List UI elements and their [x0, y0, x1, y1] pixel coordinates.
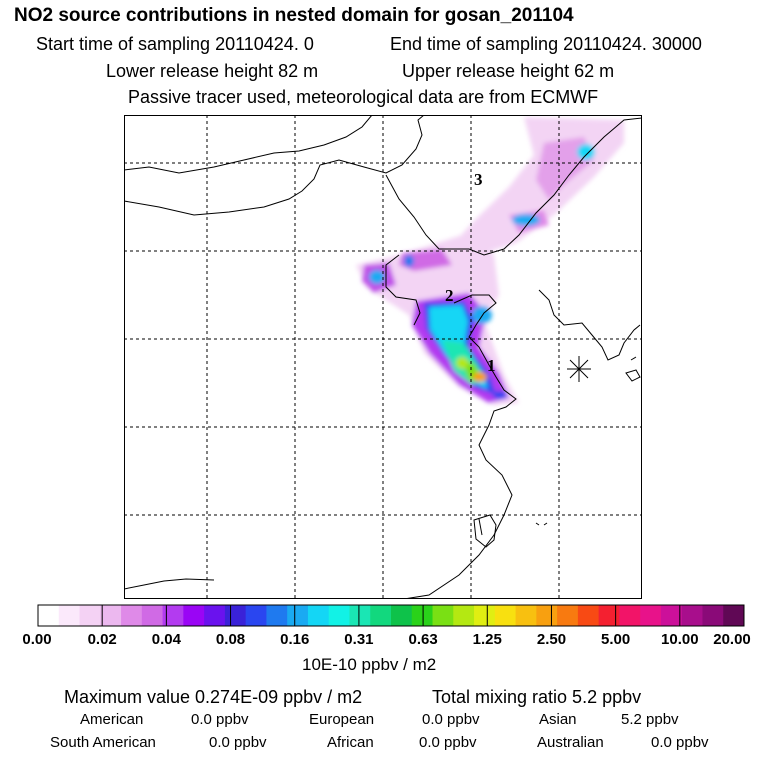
- region-value-european: 0.0 ppbv: [422, 711, 480, 728]
- colorbar-swatch: [391, 605, 413, 626]
- lat-lon-grid: [124, 115, 642, 599]
- colorbar-tick-label: 0.16: [280, 631, 310, 648]
- region-value-asian: 5.2 ppbv: [621, 711, 679, 728]
- region-name-south-american: South American: [50, 734, 156, 751]
- colorbar-swatch: [287, 605, 309, 626]
- colorbar-swatch: [536, 605, 558, 626]
- colorbar-swatch: [598, 605, 620, 626]
- region-name-african: African: [327, 734, 374, 751]
- total-mixing-ratio: Total mixing ratio 5.2 ppbv: [432, 687, 642, 707]
- colorbar-swatch: [100, 605, 122, 626]
- colorbar-tick-label: 0.31: [344, 631, 374, 648]
- region-value-african: 0.0 ppbv: [419, 734, 477, 751]
- upper-release-label: Upper release height 62 m: [402, 61, 615, 81]
- colorbar-swatch: [432, 605, 454, 626]
- region-name-european: European: [309, 711, 375, 728]
- colorbar-swatch: [660, 605, 683, 626]
- colorbar-swatch: [79, 605, 101, 626]
- map-frame: [124, 115, 642, 599]
- colorbar-frame: [37, 604, 745, 627]
- colorbar-swatch: [577, 605, 600, 626]
- colorbar-swatch: [58, 605, 80, 626]
- region-value-australian: 0.0 ppbv: [651, 734, 709, 751]
- colorbar-tick-label: 0.00: [22, 631, 52, 648]
- lower-release-label: Lower release height 82 m: [106, 61, 319, 81]
- region-value-south-american: 0.0 ppbv: [209, 734, 267, 751]
- source-label-1: 1: [487, 356, 496, 375]
- colorbar-swatch: [723, 605, 745, 626]
- colorbar-swatch: [474, 605, 496, 626]
- colorbar-swatch: [141, 605, 163, 626]
- colorbar-swatch: [266, 605, 288, 626]
- colorbar-swatch: [453, 605, 475, 626]
- colorbar-swatch: [494, 605, 516, 626]
- region-name-american: American: [80, 711, 144, 728]
- colorbar-swatch: [349, 605, 371, 626]
- region-name-australian: Australian: [537, 734, 604, 751]
- start-time-label: Start time of sampling 20110424. 0: [36, 34, 314, 54]
- colorbar-swatch: [307, 605, 330, 626]
- map-panel: 1 2 3: [124, 115, 642, 599]
- colorbar-swatch: [162, 605, 184, 626]
- colorbar-tick-label: 0.08: [215, 631, 246, 648]
- region-value-american: 0.0 ppbv: [191, 711, 249, 728]
- source-label-3: 3: [474, 170, 483, 189]
- colorbar-swatch: [245, 605, 267, 626]
- colorbar-tick-label: 0.04: [151, 631, 181, 648]
- colorbar-swatch: [183, 605, 205, 626]
- end-time-label: End time of sampling 20110424. 30000: [390, 34, 702, 54]
- colorbar-swatch: [370, 605, 392, 626]
- colorbar-units: 10E-10 ppbv / m2: [302, 655, 437, 674]
- colorbar-swatch: [640, 605, 662, 626]
- station-star-icon: [567, 356, 591, 382]
- colorbar-swatch: [515, 605, 537, 626]
- colorbar-swatch: [328, 605, 350, 626]
- colorbar-tick-label: 1.25: [472, 631, 502, 648]
- colorbar-swatch: [681, 605, 703, 626]
- colorbar-swatch: [204, 605, 226, 626]
- coastlines: [124, 115, 642, 599]
- plot-title: NO2 source contributions in nested domai…: [14, 5, 574, 26]
- source-label-2: 2: [445, 286, 454, 305]
- maximum-value: Maximum value 0.274E-09 ppbv / m2: [64, 687, 363, 707]
- colorbar-tick-label: 20.00: [713, 631, 751, 648]
- colorbar: [37, 604, 745, 627]
- colorbar-swatch: [557, 605, 579, 626]
- colorbar-swatch: [38, 605, 60, 626]
- colorbar-tick-label: 2.50: [536, 631, 567, 648]
- colorbar-swatch: [411, 605, 433, 626]
- colorbar-tick-label: 10.00: [661, 631, 699, 648]
- colorbar-swatch: [619, 605, 641, 626]
- concentration-plume: [356, 117, 624, 405]
- colorbar-swatch: [702, 605, 724, 626]
- tracer-note: Passive tracer used, meteorological data…: [128, 87, 599, 107]
- colorbar-swatch: [121, 605, 143, 626]
- colorbar-swatch: [224, 605, 247, 626]
- colorbar-tick-label: 0.63: [408, 631, 438, 648]
- colorbar-tick-label: 0.02: [87, 631, 117, 648]
- colorbar-tick-label: 5.00: [601, 631, 631, 648]
- region-name-asian: Asian: [539, 711, 577, 728]
